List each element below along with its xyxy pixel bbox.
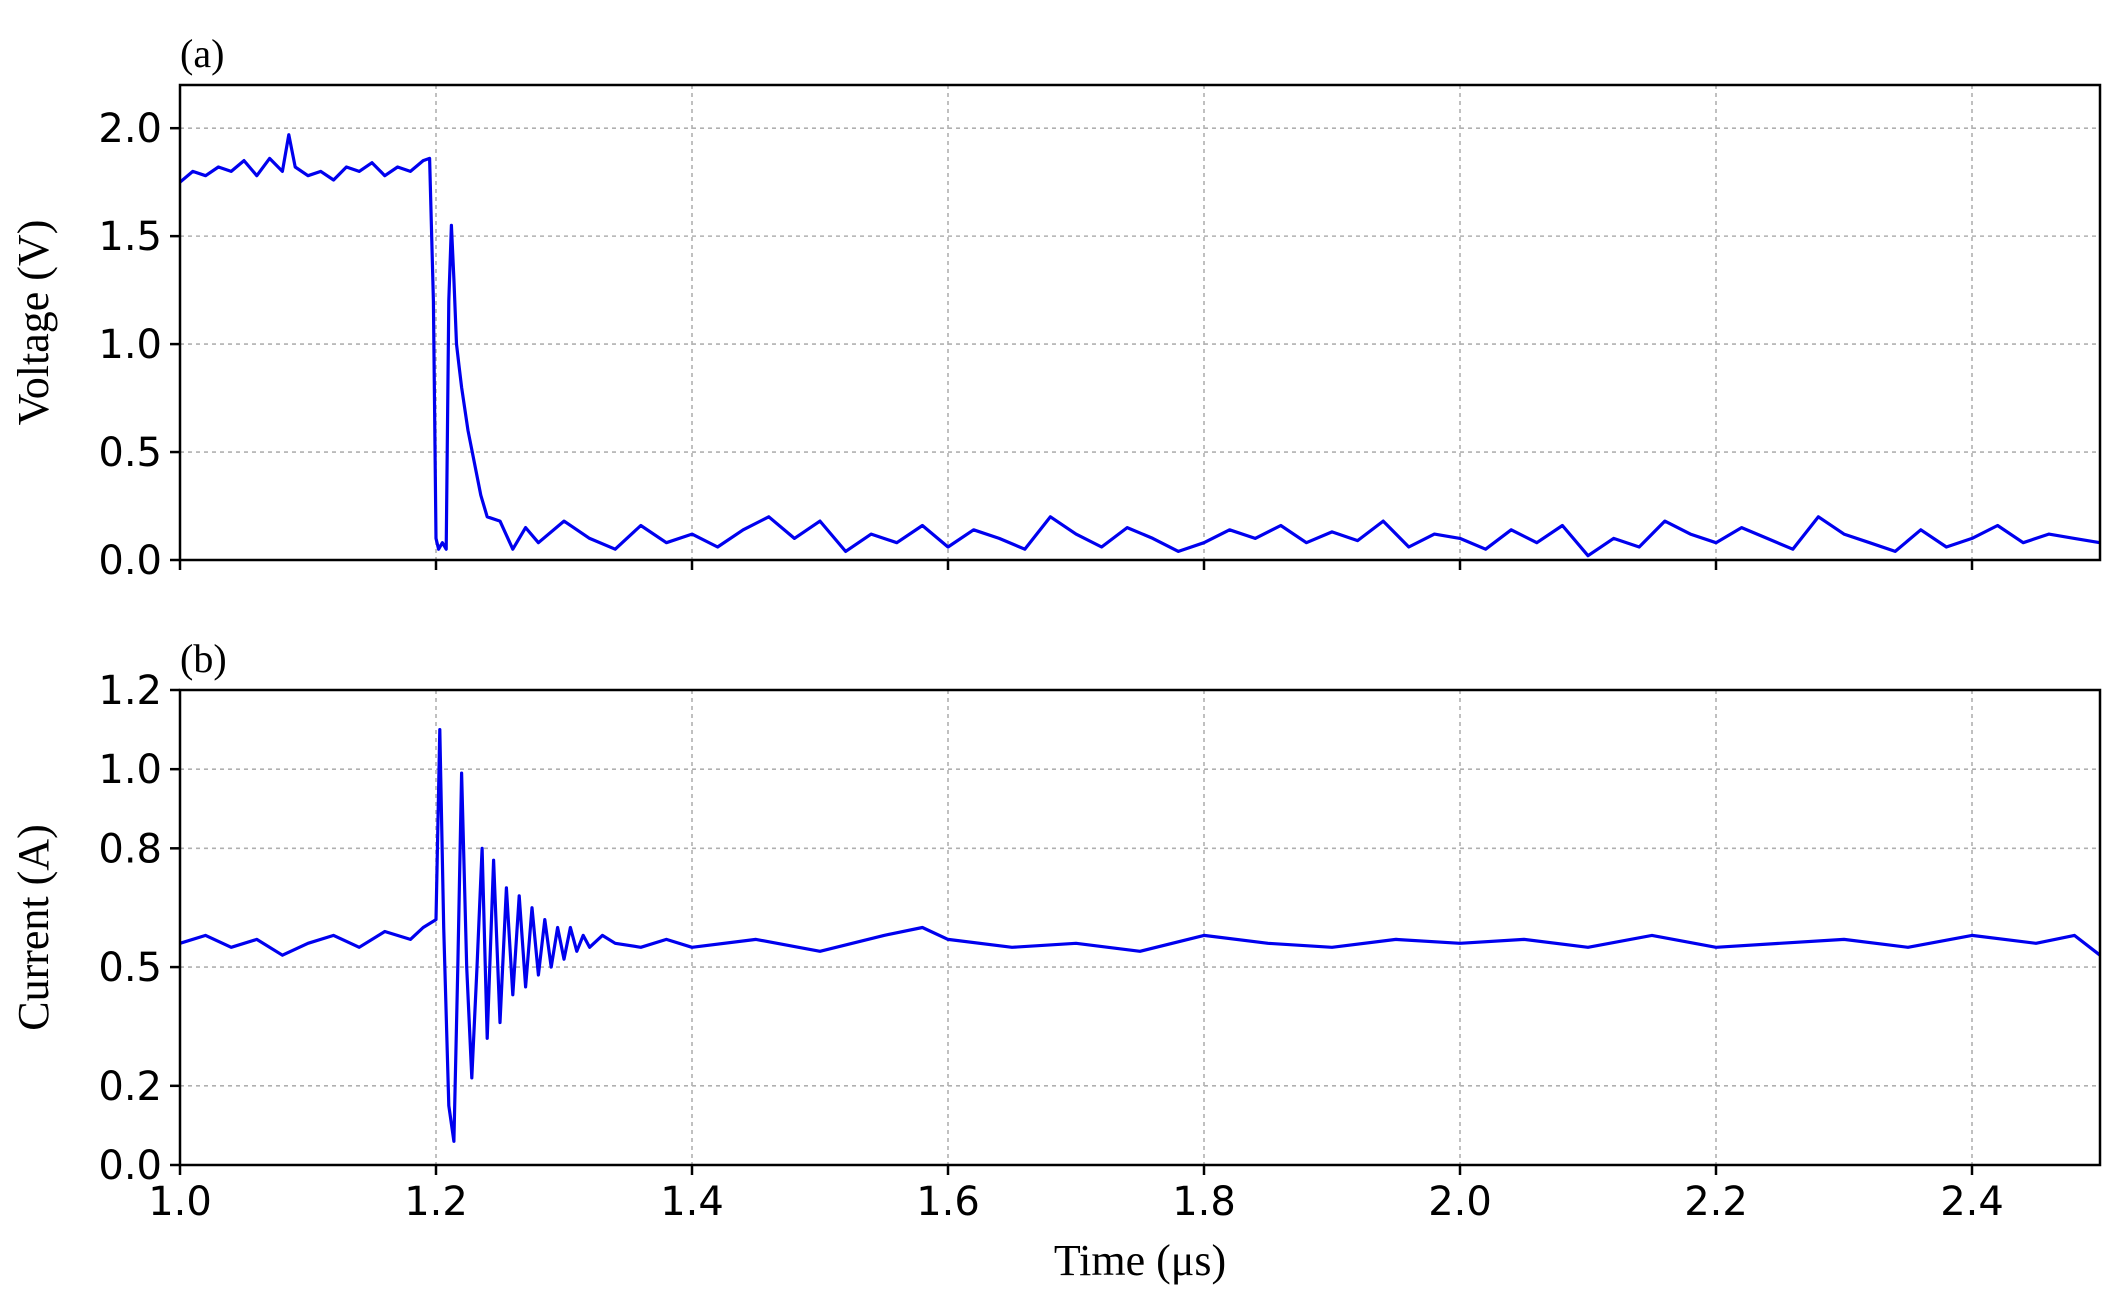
voltage-ticks: 0.0 0.5 1.0 1.5 2.0 — [98, 106, 1974, 584]
current-grid — [180, 689, 2100, 1165]
voltage-ytick-label-0: 0.0 — [98, 538, 162, 584]
time-x-axis-label: Time (μs) — [1054, 1236, 1226, 1285]
current-series-line — [179, 728, 2101, 1143]
current-ytick-label-2: 0.5 — [98, 945, 162, 991]
current-ytick-label-4: 1.0 — [98, 747, 162, 793]
current-ytick-label-3: 0.8 — [98, 826, 162, 872]
voltage-ytick-label-3: 1.5 — [98, 214, 162, 260]
panel-label-a: (a) — [180, 31, 224, 76]
current-xtick-label-3: 1.6 — [916, 1179, 980, 1225]
voltage-ytick-label-1: 0.5 — [98, 430, 162, 476]
current-ticks: 1.0 1.2 1.4 1.6 1.8 2.0 2.2 2.4 0.0 0.2 0.5 0.8 1.0 1… — [98, 668, 2003, 1225]
current-plot-frame — [178, 688, 2102, 1167]
current-xtick-label-1: 1.2 — [404, 1179, 468, 1225]
voltage-plot-frame — [178, 83, 2102, 562]
voltage-y-axis-label: Voltage (V) — [9, 220, 58, 426]
voltage-ytick-label-4: 2.0 — [98, 106, 162, 152]
current-xtick-label-5: 2.0 — [1428, 1179, 1492, 1225]
current-ytick-label-0: 0.0 — [98, 1143, 162, 1189]
current-xtick-label-2: 1.4 — [660, 1179, 724, 1225]
current-ytick-label-1: 0.2 — [98, 1064, 162, 1110]
current-xtick-label-7: 2.4 — [1940, 1179, 2004, 1225]
voltage-panel: 0.0 0.5 1.0 1.5 2.0 (a) Voltage (V) — [9, 31, 2102, 584]
current-ytick-label-5: 1.2 — [98, 668, 162, 714]
current-xtick-label-4: 1.8 — [1172, 1179, 1236, 1225]
panel-label-b: (b) — [180, 636, 227, 681]
current-xtick-label-6: 2.2 — [1684, 1179, 1748, 1225]
voltage-series-line — [178, 133, 2101, 558]
current-xtick-label-0: 1.0 — [148, 1179, 212, 1225]
voltage-ytick-label-2: 1.0 — [98, 322, 162, 368]
voltage-grid — [180, 85, 2100, 560]
current-panel: 1.0 1.2 1.4 1.6 1.8 2.0 2.2 2.4 0.0 0.2 0.5 0.8 1.0 1… — [9, 636, 2102, 1285]
current-y-axis-label: Current (A) — [9, 824, 58, 1031]
